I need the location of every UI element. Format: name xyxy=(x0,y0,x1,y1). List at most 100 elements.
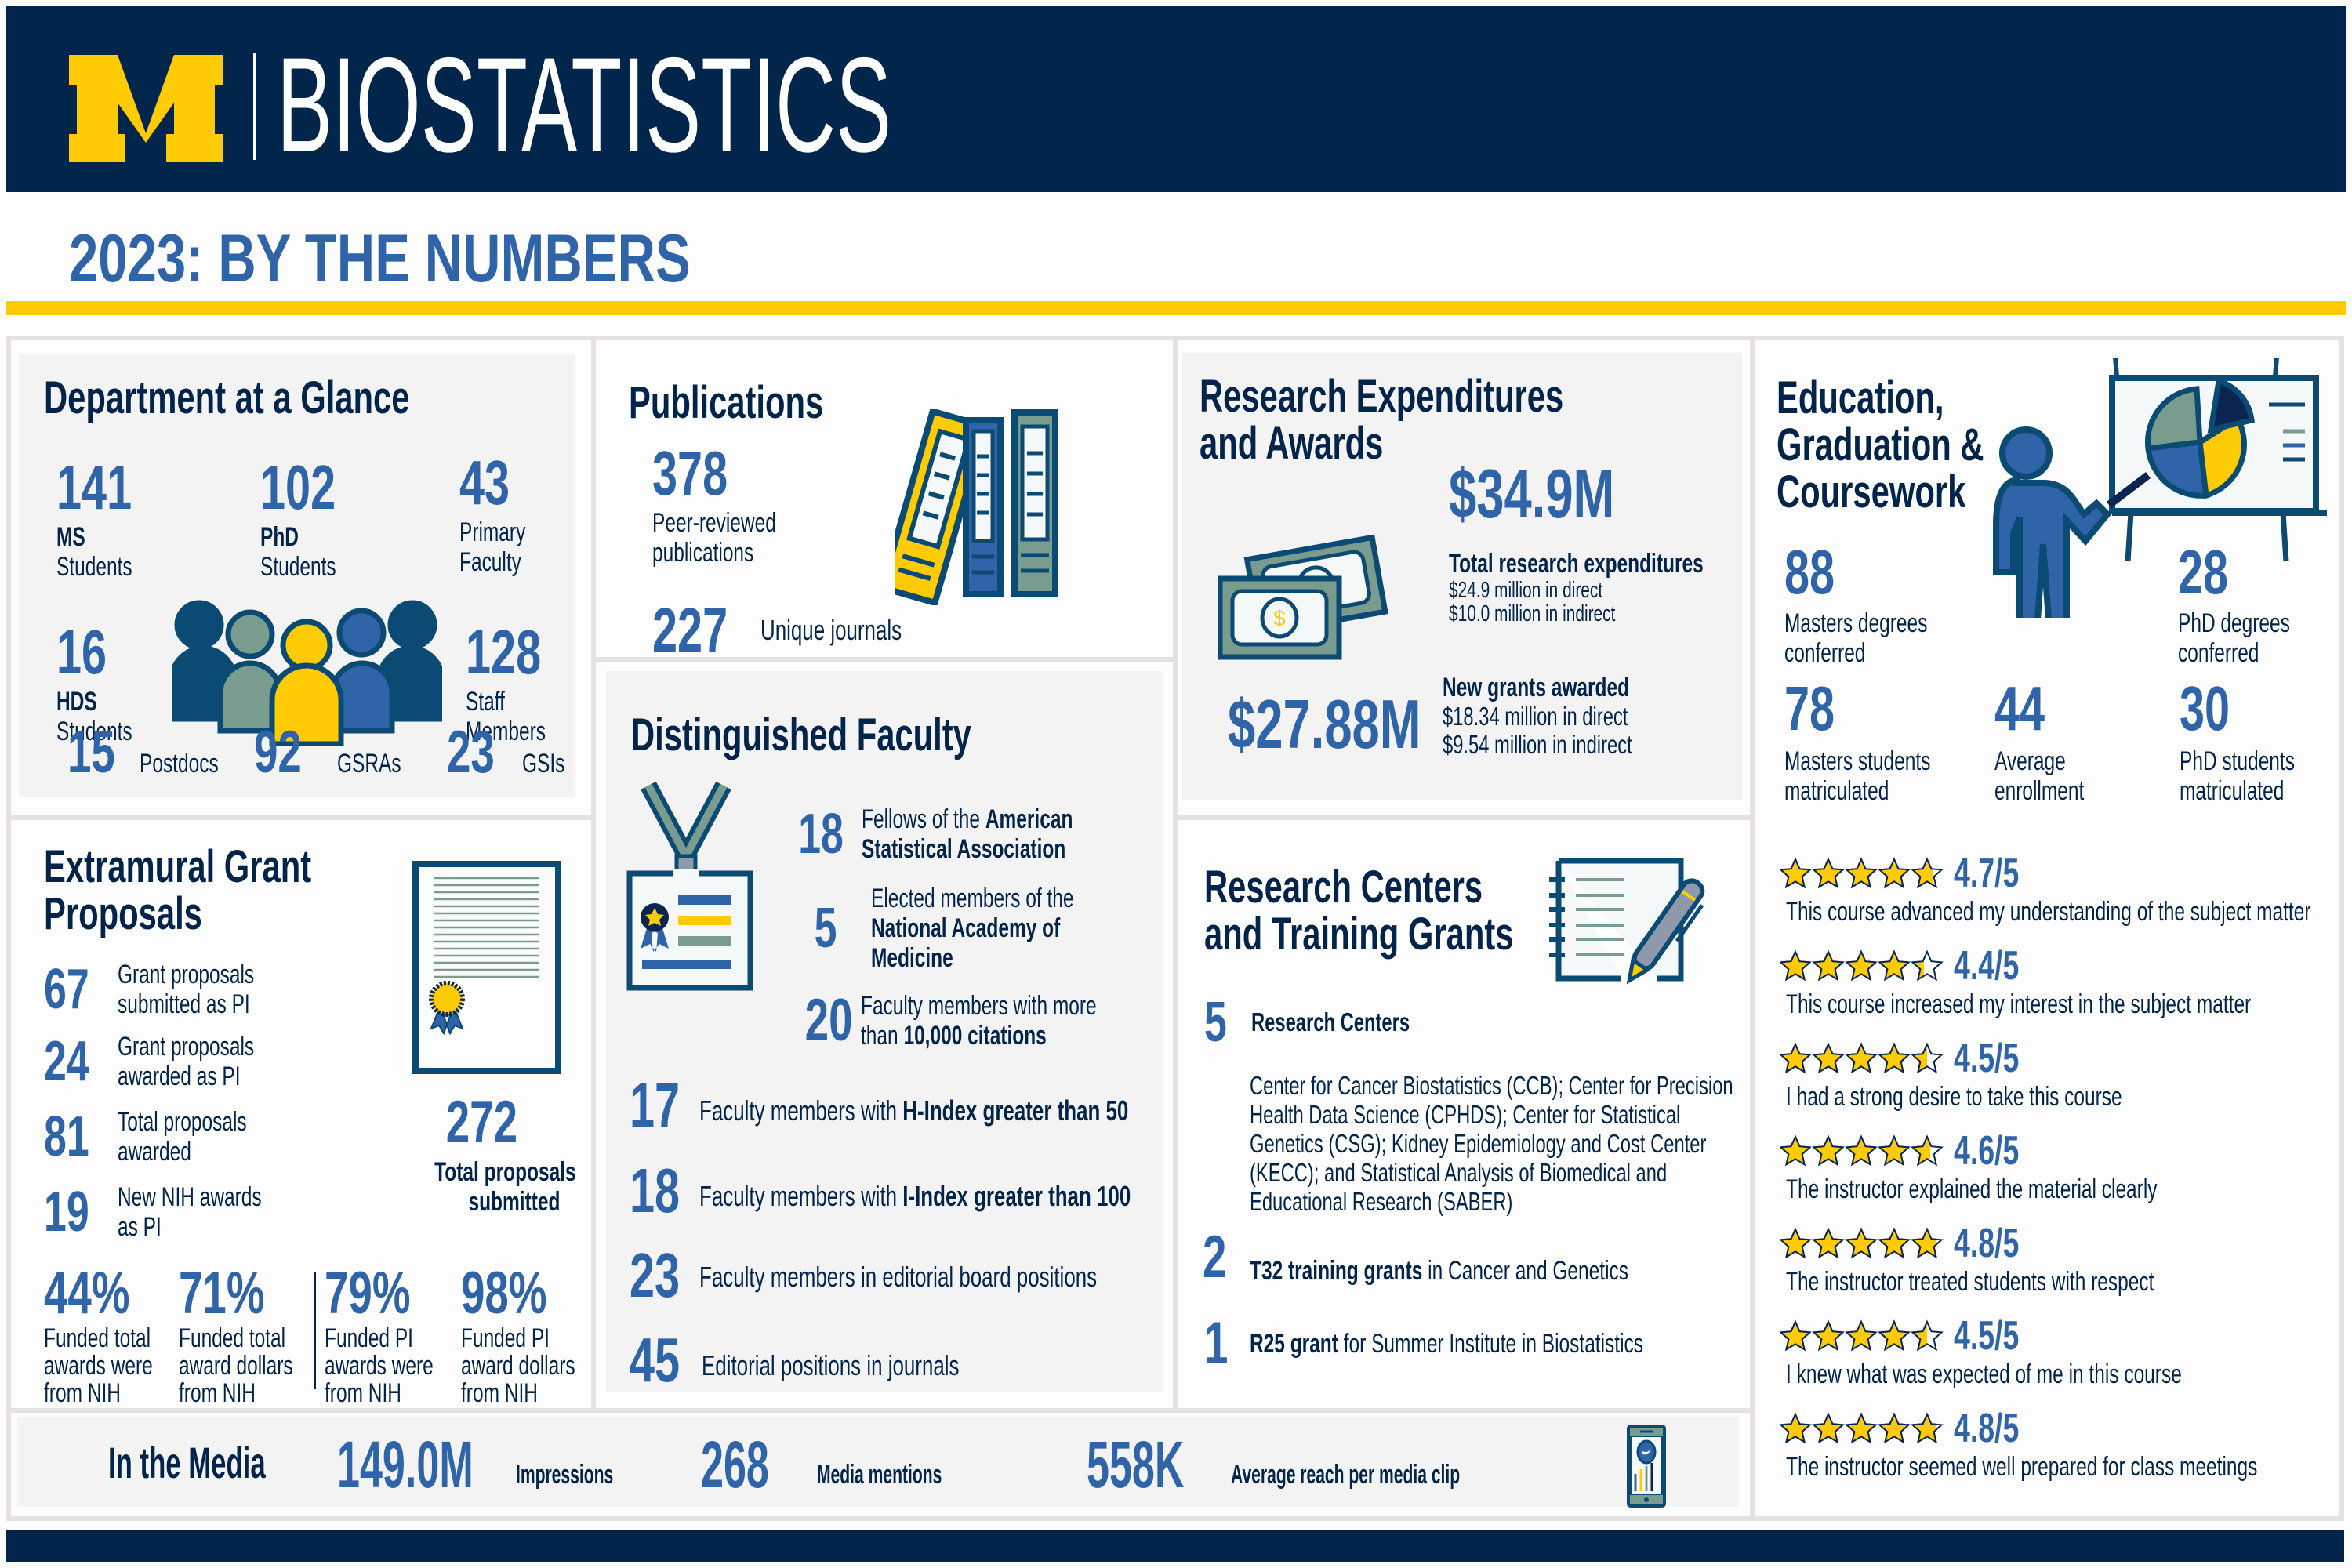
expenditures-detail: Total research expenditures $24.9 millio… xyxy=(1449,549,1704,626)
grant-stats-list: 67 Grant proposals submitted as PI 24 Gra… xyxy=(44,953,342,1248)
new-grants-detail: New grants awarded $18.34 million in dir… xyxy=(1443,673,1632,759)
page-title: 2023: BY THE NUMBERS xyxy=(69,221,691,296)
faculty-top-list: 18 Fellows of the American Statistical A… xyxy=(786,793,1155,1058)
rating-statement: The instructor treated students with res… xyxy=(1786,1267,2154,1297)
stat-gsras: 92 GSRAs xyxy=(254,719,402,786)
nih-percent-row: 44% Funded total awards were from NIH 71% … xyxy=(44,1264,585,1407)
education-panel: Education, Graduation & Coursework 88 Ma… xyxy=(1755,340,2341,1516)
grant-stat-item: 81 Total proposals awarded xyxy=(44,1105,247,1168)
section-title: Research Expenditures and Awards xyxy=(1200,371,1564,469)
rating-statement: The instructor seemed well prepared for … xyxy=(1786,1452,2258,1482)
rating-score: 4.4/5 xyxy=(1954,943,2020,989)
expenditures-total: $34.9M xyxy=(1449,455,1615,532)
media-impressions-label: Impressions xyxy=(516,1460,614,1490)
stat-phd-students: 102 PhD Students xyxy=(260,452,336,583)
faculty-stat-item: 5 Elected members of the National Academ… xyxy=(814,884,1074,973)
rating-score: 4.6/5 xyxy=(1954,1128,2020,1174)
row-divider xyxy=(11,1408,1751,1413)
people-group-icon xyxy=(172,600,442,746)
grant-stat-item: 24 Grant proposals awarded as PI xyxy=(44,1030,255,1093)
column-divider xyxy=(1750,340,1755,1519)
stat-gsis: 23 GSIs xyxy=(447,719,565,786)
row-divider xyxy=(593,657,1174,662)
media-mentions-label: Media mentions xyxy=(817,1460,942,1490)
percent-stat: 44% Funded total awards were from NIH xyxy=(44,1260,153,1408)
grant-stat-item: 19 New NIH awards as PI xyxy=(44,1181,262,1243)
rating-statement: This course increased my interest in the… xyxy=(1786,989,2252,1019)
faculty-stat-item: 20 Faculty members with more than 10,000… xyxy=(804,987,1097,1054)
stat-t32-grants: 2 T32 training grants in Cancer and Gene… xyxy=(1203,1224,1628,1290)
stat-staff-members: 128 Staff Members xyxy=(466,617,546,747)
block-m-logo-icon xyxy=(69,55,223,162)
research-centers-list: Center for Cancer Biostatistics (CCB); C… xyxy=(1250,1071,1733,1216)
logo-divider xyxy=(253,53,256,160)
star-rating-icon xyxy=(1780,1319,1944,1352)
faculty-row: 18 Faculty members with I-Index greater … xyxy=(630,1156,1131,1225)
rating-score: 4.7/5 xyxy=(1954,851,2020,896)
svg-text:$: $ xyxy=(1273,606,1286,630)
publications-panel: Publications 378 Peer-reviewed publicatio… xyxy=(596,340,1173,662)
faculty-rows-list: 17 Faculty members with H-Index greater … xyxy=(630,1063,1163,1403)
course-ratings-list: 4.7/5 This course advanced my understandi… xyxy=(1780,853,2328,1501)
presenter-pie-chart-icon xyxy=(1993,357,2327,618)
binders-icon xyxy=(895,409,1058,605)
stat-masters-degrees: 88 Masters degrees conferred xyxy=(1784,537,1928,669)
section-title: Education, Graduation & Coursework xyxy=(1777,372,1984,517)
rating-statement: This course advanced my understanding of… xyxy=(1786,897,2311,927)
rating-statement: The instructor explained the material cl… xyxy=(1786,1174,2158,1204)
media-title: In the Media xyxy=(108,1438,266,1487)
new-grants-total: $27.88M xyxy=(1228,685,1421,763)
stat-peer-reviewed: 378 Peer-reviewed publications xyxy=(652,438,776,568)
total-proposals-submitted: 272 Total proposals submitted xyxy=(434,1089,576,1218)
stat-phd-degrees: 28 PhD degrees conferred xyxy=(2178,537,2290,669)
rating-row: 4.5/5 I knew what was expected of me in t… xyxy=(1780,1316,2328,1408)
stat-phd-matriculated: 30 PhD students matriculated xyxy=(2180,673,2295,807)
star-rating-icon xyxy=(1780,1227,1944,1259)
media-reach-label: Average reach per media clip xyxy=(1231,1460,1461,1490)
media-reach-value: 558K xyxy=(1087,1428,1185,1501)
rating-row: 4.4/5 This course increased my interest i… xyxy=(1780,946,2328,1038)
department-panel: Department at a Glance 141 MS Students 1… xyxy=(19,354,575,797)
rating-score: 4.5/5 xyxy=(1954,1036,2020,1081)
section-title: Extramural Grant Proposals xyxy=(44,841,312,939)
centers-panel: Research Centers and Training Grants 5 R… xyxy=(1178,820,1750,1408)
rating-statement: I had a strong desire to take this cours… xyxy=(1786,1082,2122,1112)
stat-postdocs: 15 Postdocs xyxy=(67,719,220,786)
faculty-row: 23 Faculty members in editorial board po… xyxy=(630,1240,1098,1310)
stat-r25-grant: 1 R25 grant for Summer Institute in Bios… xyxy=(1204,1310,1644,1377)
section-title: Research Centers and Training Grants xyxy=(1204,862,1514,960)
money-bills-icon: $ xyxy=(1218,534,1388,660)
rating-statement: I knew what was expected of me in this c… xyxy=(1786,1359,2182,1389)
star-rating-icon xyxy=(1780,1042,1944,1074)
stat-unique-journals: 227 Unique journals xyxy=(652,595,902,665)
stat-primary-faculty: 43 Primary Faculty xyxy=(459,448,526,578)
stat-average-enrollment: 44 Average enrollment xyxy=(1994,673,2085,807)
rating-row: 4.8/5 The instructor treated students wit… xyxy=(1780,1223,2328,1316)
smartphone-twitter-icon xyxy=(1627,1425,1666,1508)
department-title: BIOSTATISTICS xyxy=(277,30,892,180)
column-divider xyxy=(591,340,596,1411)
stat-ms-students: 141 MS Students xyxy=(56,452,132,583)
percent-divider xyxy=(314,1272,316,1389)
star-rating-icon xyxy=(1780,1134,1944,1167)
star-rating-icon xyxy=(1780,949,1944,982)
rating-score: 4.8/5 xyxy=(1954,1221,2020,1266)
star-rating-icon xyxy=(1780,1412,1944,1444)
star-rating-icon xyxy=(1780,857,1944,889)
media-impressions-value: 149.0M xyxy=(337,1428,474,1501)
faculty-row: 17 Faculty members with H-Index greater … xyxy=(630,1070,1129,1140)
grant-stat-item: 67 Grant proposals submitted as PI xyxy=(44,958,255,1021)
percent-stat: 71% Funded total award dollars from NIH xyxy=(179,1260,293,1408)
rating-score: 4.5/5 xyxy=(1954,1313,2020,1359)
column-divider xyxy=(1173,340,1178,1411)
certificate-icon xyxy=(412,861,561,1074)
grants-panel: Extramural Grant Proposals 67 Grant prop… xyxy=(11,820,591,1408)
row-divider xyxy=(11,815,593,820)
row-divider xyxy=(1174,815,1751,820)
maize-divider xyxy=(6,301,2346,315)
media-mentions-value: 268 xyxy=(701,1428,769,1501)
rating-row: 4.7/5 This course advanced my understandi… xyxy=(1780,853,2328,946)
section-title: Publications xyxy=(629,377,824,428)
percent-stat: 98% Funded PI award dollars from NIH xyxy=(461,1260,575,1408)
research-panel: Research Expenditures and Awards $34.9M … xyxy=(1182,353,1742,800)
